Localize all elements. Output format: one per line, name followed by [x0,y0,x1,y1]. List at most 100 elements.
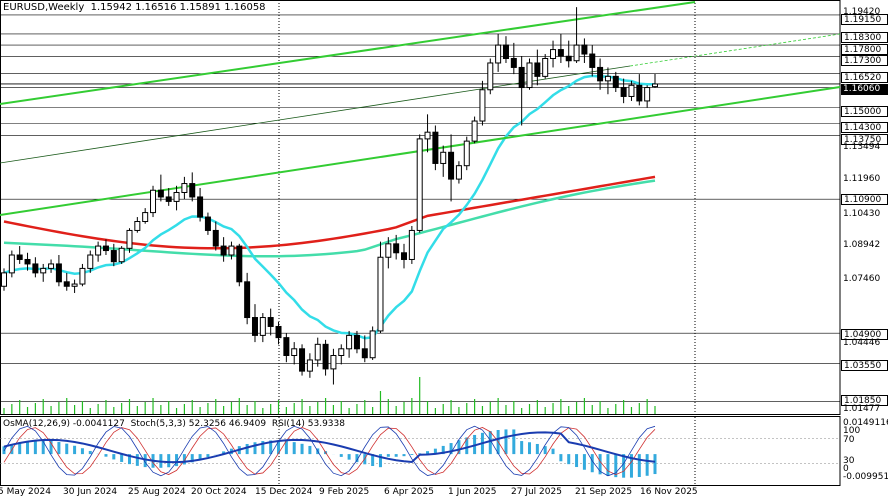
candle [173,185,180,211]
price-level-label: 1.14300 [841,122,888,133]
candle [299,344,306,376]
candle [220,237,227,262]
candle [87,250,94,273]
time-tick-label: 1 Jun 2025 [448,487,497,497]
candle-body [612,75,619,89]
candle [448,134,455,202]
candle-body [181,183,188,193]
candle-body [236,245,243,283]
candle [455,161,462,184]
indicator-tick-label: 0.0149116 [843,418,888,428]
candle-body [652,83,658,88]
time-tick-label: 20 Oct 2024 [191,487,247,497]
candle-body [620,87,627,97]
ema-medium-line [3,179,656,258]
price-level-label: 1.19150 [841,14,888,25]
candle [604,67,611,95]
candle [236,243,243,287]
price-tick-label: 1.08942 [843,240,881,250]
timeframe-label: Weekly [48,2,85,13]
candle-body [534,62,541,77]
candle-body [353,334,360,350]
price-level-label: 1.17800 [841,44,888,55]
rsi-label: RSI(14) 53.9338 [271,419,345,429]
indicator-tick-label: 30 [843,456,855,466]
candle-body [157,189,164,198]
candle [283,333,290,363]
candle-body [628,84,635,97]
price-level-label: 1.03550 [841,360,888,371]
candle [306,353,313,378]
upper-trend-line [0,1,696,105]
candle [322,339,329,376]
candle-body [220,245,227,256]
candle [40,263,47,282]
candle-body [102,245,109,252]
candle [338,344,345,365]
indicator-tick-label: 70 [843,435,855,445]
candle [251,304,258,343]
candle-body [401,252,408,260]
candle [32,257,39,278]
candle [1,268,7,291]
mid-trend-extension [629,33,841,67]
candle-body [110,250,117,263]
price-level-label: 1.15000 [841,106,888,117]
candle [573,7,580,63]
candle [628,80,635,101]
candle [479,80,486,126]
candle [440,145,447,177]
candle-body [291,348,298,356]
candle-body [408,229,415,260]
candle-body [589,53,596,68]
candle [377,241,384,334]
candle-body [502,44,509,60]
candle [518,56,525,126]
candle [110,243,117,267]
indicator-tick-label: 0 [843,464,849,474]
candle-body [518,66,525,89]
candle-body [299,348,306,372]
candle-body [40,267,47,274]
time-tick-label: 9 Feb 2025 [319,487,370,497]
candle-body [581,44,588,55]
candle [597,58,604,90]
candle [16,246,23,264]
candle-body [495,44,502,64]
candle-body [189,183,196,198]
candle-body [150,189,157,214]
candle-body [314,343,321,361]
candle-body [259,317,266,336]
candle [612,71,619,92]
candle-body [644,87,651,102]
indicator-title: OsMA(12,26,9) -0.0041127 Stoch(5,3,3) 52… [3,419,345,429]
candle-body [565,55,572,62]
candle-body [8,254,15,274]
time-tick-label: 6 Apr 2025 [384,487,434,497]
candle-body [306,359,313,372]
candle-body [416,138,423,231]
price-tick-label: 1.01477 [843,404,881,414]
candle-body [1,272,7,287]
candle-body [487,62,494,91]
price-tick-label: 1.04446 [843,338,881,348]
candle [150,185,157,218]
time-tick-label: 27 Jul 2025 [511,487,562,497]
candle [181,176,188,200]
price-tick-label: 1.19420 [843,7,881,17]
candle [204,212,211,235]
time-axis: 5 May 2024 30 Jun 2024 25 Aug 2024 20 Oct 2… [0,486,840,501]
ema-fast-line [3,74,656,340]
stoch-label: Stoch(5,3,3) 52.3256 46.9409 [130,419,267,429]
candle [197,188,204,222]
candle-body [251,317,258,336]
candle-body [424,131,431,140]
candle-body [87,254,94,269]
candle-body [346,334,353,350]
price-level-label: 1.10900 [841,194,888,205]
mid-trend-line [0,65,631,164]
candle-body [557,49,564,57]
candle [79,263,86,287]
